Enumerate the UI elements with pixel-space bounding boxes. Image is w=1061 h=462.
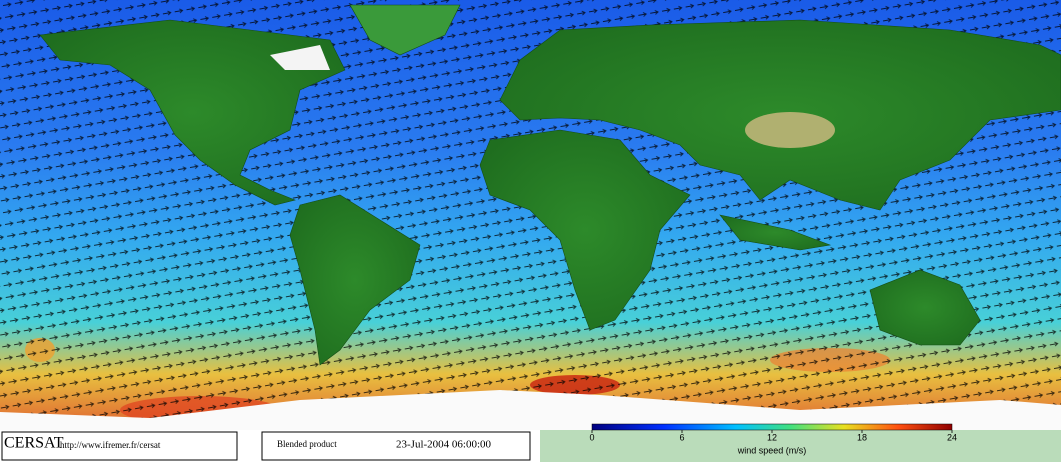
colorbar-tick-label: 0 [589, 432, 594, 442]
antarctica [0, 390, 1061, 430]
logo: CERSAT [4, 435, 64, 452]
colorbar-tick-label: 6 [679, 432, 684, 442]
datetime: 23-Jul-2004 06:00:00 [396, 439, 492, 451]
colorbar-tick-label: 18 [857, 432, 867, 442]
colorbar [591, 423, 953, 431]
land [39, 4, 1061, 366]
url: http://www.ifremer.fr/cersat [60, 440, 161, 450]
footer: CERSAT http://www.ifremer.fr/cersat Blen… [0, 430, 1061, 462]
colorbar-label: wind speed (m/s) [737, 445, 807, 455]
colorbar-tick-label: 12 [767, 432, 777, 442]
colorbar-tick-label: 24 [947, 432, 957, 442]
logo-box [1, 431, 238, 461]
product: Blended product [277, 439, 337, 449]
sea-ice [270, 45, 330, 70]
product-box [261, 431, 531, 461]
